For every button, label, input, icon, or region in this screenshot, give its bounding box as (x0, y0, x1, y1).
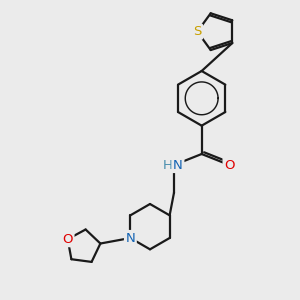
Text: N: N (125, 232, 135, 244)
Text: H: H (163, 158, 172, 172)
Text: S: S (193, 25, 202, 38)
Text: O: O (224, 158, 235, 172)
Text: N: N (173, 158, 183, 172)
Text: O: O (62, 233, 73, 246)
